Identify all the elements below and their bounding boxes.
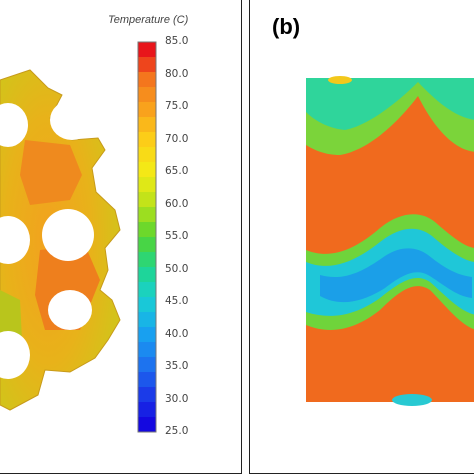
colorbar-segment — [138, 417, 156, 433]
colorbar-tick-label: 80.0 — [165, 67, 189, 80]
colorbar-tick-label: 25.0 — [165, 425, 189, 437]
colorbar-segment — [138, 327, 156, 343]
colorbar-segment — [138, 222, 156, 238]
panel-b: (b) — [249, 0, 474, 474]
colorbar-segment — [138, 192, 156, 208]
colorbar-tick-label: 65.0 — [165, 165, 189, 177]
colorbar-segment — [138, 342, 156, 358]
spot — [392, 394, 432, 406]
panel-b-label: (b) — [272, 14, 301, 39]
colorbar-tick-label: 75.0 — [165, 100, 189, 112]
colorbar-segment — [138, 102, 156, 118]
colorbar-segment — [138, 387, 156, 403]
colorbar-segment — [138, 402, 156, 418]
colorbar-tick-label: 60.0 — [165, 197, 189, 210]
colorbar-segment — [138, 372, 156, 388]
coldest-band — [320, 248, 472, 303]
colorbar-tick-label: 50.0 — [165, 262, 189, 275]
colorbar-tick-label: 45.0 — [165, 295, 189, 307]
colorbar-segment — [138, 252, 156, 268]
colorbar-segment — [138, 147, 156, 163]
panel-a: Temperature (C) 85.0 80.0 75.0 70.0 65.0 60.0… — [0, 0, 242, 474]
spot — [328, 76, 352, 84]
colorbar-frame — [137, 41, 157, 433]
colorbar-tick-label: 30.0 — [165, 392, 189, 405]
colorbar-segment — [138, 117, 156, 133]
colorbar-segment — [138, 237, 156, 253]
colorbar-segment — [138, 72, 156, 88]
gyroid-structure-image — [0, 41, 157, 433]
colorbar-segment — [138, 207, 156, 223]
colorbar-segment — [138, 177, 156, 193]
pore — [50, 100, 94, 140]
colorbar-segment — [138, 357, 156, 373]
temperature-colorbar — [137, 41, 157, 433]
hot-region — [20, 140, 82, 205]
colorbar-segment — [138, 42, 156, 58]
colorbar-tick-label: 55.0 — [165, 230, 189, 242]
colorbar-segment — [138, 297, 156, 313]
colorbar-tick-label: 40.0 — [165, 327, 189, 340]
colorbar-segment — [138, 282, 156, 298]
pore — [0, 103, 28, 147]
legend-title: Temperature (C) — [108, 14, 189, 26]
colorbar-segment — [138, 87, 156, 103]
cool-band-top-inner — [306, 78, 474, 130]
pore — [42, 209, 94, 261]
colorbar-tick-label: 35.0 — [165, 360, 189, 372]
colorbar-segment — [138, 162, 156, 178]
colorbar-segment — [138, 312, 156, 328]
pore — [0, 216, 30, 264]
colorbar-segment — [138, 267, 156, 283]
temperature-contour-image — [306, 76, 474, 406]
colorbar-tick-label: 85.0 — [165, 35, 189, 47]
colorbar-segment — [138, 132, 156, 148]
pore — [48, 290, 92, 330]
colorbar-tick-label: 70.0 — [165, 132, 189, 145]
pore — [0, 331, 30, 379]
colorbar-segment — [138, 57, 156, 73]
